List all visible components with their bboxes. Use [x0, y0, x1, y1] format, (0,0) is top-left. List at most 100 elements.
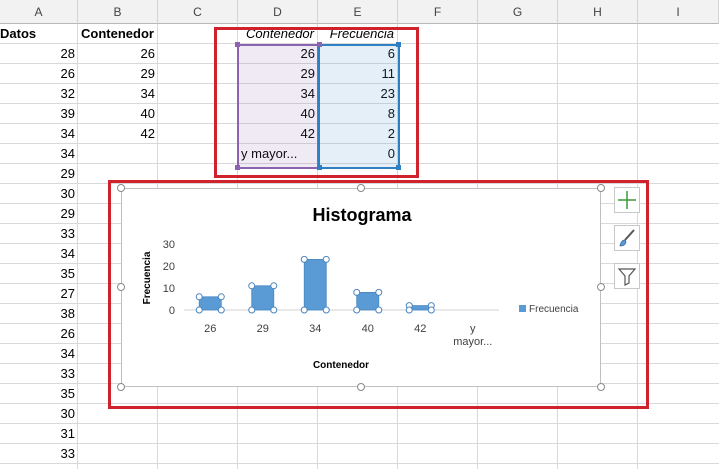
column-header-a[interactable]: A — [0, 0, 78, 24]
bin-cell[interactable]: 29 — [140, 66, 155, 81]
y-axis-label: Frecuencia — [142, 251, 153, 304]
data-cell[interactable]: 33 — [60, 446, 75, 461]
data-cell[interactable]: 35 — [60, 386, 75, 401]
bar-selection-handle — [322, 306, 330, 314]
bin-cell[interactable]: 26 — [140, 46, 155, 61]
column-header-b[interactable]: B — [78, 0, 158, 24]
x-tick-label: y mayor... — [453, 323, 492, 348]
bar-34[interactable] — [303, 259, 327, 311]
data-cell[interactable]: 33 — [60, 226, 75, 241]
data-cell[interactable]: 29 — [60, 166, 75, 181]
grid-row-line — [0, 183, 719, 184]
data-cell[interactable]: 29 — [60, 206, 75, 221]
chart-highlight — [108, 180, 649, 409]
grid-row-line — [0, 63, 719, 64]
x-axis-label: Contenedor — [313, 360, 369, 371]
legend-label: Frecuencia — [529, 304, 579, 315]
column-header-h[interactable]: H — [558, 0, 638, 24]
bar-selection-handle — [353, 306, 361, 314]
chart-resize-handle[interactable] — [117, 283, 125, 291]
table-cell[interactable]: 23 — [380, 86, 395, 101]
chart-resize-handle[interactable] — [357, 184, 365, 192]
bar-selection-handle — [322, 255, 330, 263]
bar-26[interactable] — [198, 296, 222, 311]
chart-resize-handle[interactable] — [597, 283, 605, 291]
table-cell[interactable]: 8 — [387, 106, 395, 121]
grid-row-line — [0, 123, 719, 124]
bar-40[interactable] — [356, 292, 380, 311]
bin-cell[interactable]: 34 — [140, 86, 155, 101]
data-cell[interactable]: 26 — [60, 326, 75, 341]
data-cell[interactable]: 30 — [60, 186, 75, 201]
chart-filter-button[interactable] — [614, 263, 640, 289]
table-cell[interactable]: 0 — [387, 146, 395, 161]
column-header-g[interactable]: G — [478, 0, 558, 24]
bin-cell[interactable]: 40 — [140, 106, 155, 121]
x-tick-label: 42 — [414, 323, 426, 335]
bar-selection-handle — [195, 293, 203, 301]
table-cell[interactable]: 29 — [300, 66, 315, 81]
data-cell[interactable]: 35 — [60, 266, 75, 281]
range-corner-handle[interactable] — [317, 165, 322, 170]
chart-resize-handle[interactable] — [597, 383, 605, 391]
data-cell[interactable]: 34 — [60, 126, 75, 141]
grid-column-line — [77, 24, 78, 469]
x-tick-label: 26 — [204, 323, 216, 335]
bar-29[interactable] — [251, 285, 275, 311]
bar-selection-handle — [270, 306, 278, 314]
grid-row-line — [0, 423, 719, 424]
grid-row-line — [0, 463, 719, 464]
chart-resize-handle[interactable] — [597, 184, 605, 192]
bin-cell[interactable]: 42 — [140, 126, 155, 141]
table-cell[interactable]: 40 — [300, 106, 315, 121]
data-cell[interactable]: 27 — [60, 286, 75, 301]
table-cell[interactable]: 2 — [387, 126, 395, 141]
data-cell[interactable]: 28 — [60, 46, 75, 61]
histogram-chart[interactable]: Histograma Frecuencia Contenedor 30 20 10 0… — [121, 188, 601, 387]
frequency-range-selection — [318, 44, 400, 169]
column-header-e[interactable]: E — [318, 0, 398, 24]
grid-row-line — [0, 443, 719, 444]
grid-row-line — [0, 163, 719, 164]
range-corner-handle[interactable] — [396, 42, 401, 47]
column-header-f[interactable]: F — [398, 0, 478, 24]
range-corner-handle[interactable] — [396, 165, 401, 170]
chart-plot: Histograma Frecuencia Contenedor 30 20 10 0… — [142, 205, 579, 371]
data-cell[interactable]: 34 — [60, 346, 75, 361]
chart-resize-handle[interactable] — [357, 383, 365, 391]
bar-selection-handle — [217, 306, 225, 314]
data-cell[interactable]: 38 — [60, 306, 75, 321]
chart-resize-handle[interactable] — [117, 383, 125, 391]
data-cell[interactable]: 32 — [60, 86, 75, 101]
range-corner-handle[interactable] — [235, 42, 240, 47]
data-cell[interactable]: 31 — [60, 426, 75, 441]
data-cell[interactable]: 30 — [60, 406, 75, 421]
data-cell[interactable]: 26 — [60, 66, 75, 81]
y-tick-label: 20 — [163, 261, 175, 273]
table-cell[interactable]: 42 — [300, 126, 315, 141]
table-cell[interactable]: 11 — [381, 66, 396, 81]
data-cell[interactable]: 39 — [60, 106, 75, 121]
data-cell[interactable]: 34 — [60, 146, 75, 161]
chart-resize-handle[interactable] — [117, 184, 125, 192]
bin-range-selection — [237, 44, 319, 169]
header-cell-contenedor[interactable]: Contenedor — [81, 26, 154, 41]
table-cell[interactable]: y mayor... — [241, 146, 298, 161]
table-cell[interactable]: 6 — [387, 46, 395, 61]
column-header-i[interactable]: I — [638, 0, 719, 24]
bar-selection-handle — [248, 282, 256, 290]
header-cell-datos[interactable]: Datos — [0, 26, 37, 41]
table-cell[interactable]: 34 — [300, 86, 315, 101]
bar-selection-handle — [270, 282, 278, 290]
range-corner-handle[interactable] — [317, 42, 322, 47]
chart-styles-brush-icon — [619, 229, 635, 247]
data-cell[interactable]: 34 — [60, 246, 75, 261]
column-header-d[interactable]: D — [238, 0, 318, 24]
chart-styles-button[interactable] — [614, 225, 640, 251]
data-cell[interactable]: 33 — [60, 366, 75, 381]
grid-row-line — [0, 143, 719, 144]
chart-elements-button[interactable] — [614, 187, 640, 213]
column-header-c[interactable]: C — [158, 0, 238, 24]
table-cell[interactable]: 26 — [300, 46, 315, 61]
range-corner-handle[interactable] — [235, 165, 240, 170]
